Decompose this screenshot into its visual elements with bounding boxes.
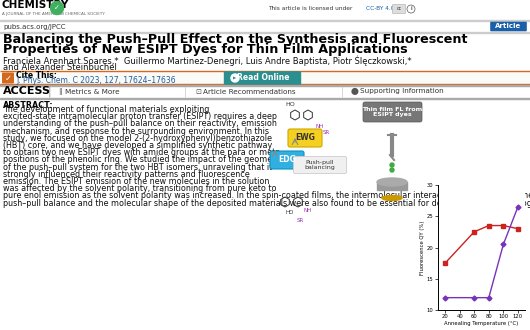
Text: NH: NH (303, 208, 311, 213)
Text: (HBT) core, and we have developed a simplified synthetic pathway: (HBT) core, and we have developed a simp… (3, 141, 272, 150)
FancyBboxPatch shape (2, 73, 14, 83)
Text: ⊡: ⊡ (195, 88, 201, 94)
Text: pure enol emission as the solvent polarity was increased. In the spin-coated fil: pure enol emission as the solvent polari… (3, 191, 530, 200)
Text: study, we focused on the model 2-(2-hydroxyphenyl)benzothiazole: study, we focused on the model 2-(2-hydr… (3, 134, 272, 143)
Text: was affected by the solvent polarity, transitioning from pure keto to: was affected by the solvent polarity, tr… (3, 184, 277, 193)
Text: pubs.acs.org/JPCC: pubs.acs.org/JPCC (3, 23, 66, 29)
Circle shape (50, 2, 64, 15)
Text: |: | (47, 86, 51, 97)
Text: ✓: ✓ (54, 5, 60, 11)
Text: excited-state intramolecular proton transfer (ESIPT) requires a deep: excited-state intramolecular proton tran… (3, 112, 277, 121)
Text: EWG: EWG (295, 134, 315, 143)
Text: emission. The ESIPT emission of the new molecules in the solution: emission. The ESIPT emission of the new … (3, 177, 269, 186)
Text: Supporting Information: Supporting Information (360, 88, 444, 94)
Text: CHEMISTRY: CHEMISTRY (2, 0, 69, 10)
Text: Cite This:: Cite This: (16, 71, 57, 80)
Text: and Alexander Steinbüchel: and Alexander Steinbüchel (3, 63, 117, 73)
Text: i: i (410, 7, 412, 12)
FancyBboxPatch shape (294, 156, 347, 174)
Text: |: | (340, 86, 343, 97)
Text: HO: HO (285, 211, 294, 215)
Ellipse shape (377, 178, 407, 186)
FancyBboxPatch shape (224, 71, 301, 85)
Text: SR: SR (323, 129, 330, 135)
Text: Properties of New ESIPT Dyes for Thin Film Applications: Properties of New ESIPT Dyes for Thin Fi… (3, 44, 408, 56)
Text: push–pull balance and the molecular shape of the deposited materials were also f: push–pull balance and the molecular shap… (3, 199, 530, 208)
FancyBboxPatch shape (270, 151, 304, 169)
Y-axis label: Fluorescence QY (%): Fluorescence QY (%) (420, 220, 426, 275)
Text: strongly influenced their reactivity patterns and fluorescence: strongly influenced their reactivity pat… (3, 170, 250, 179)
Bar (0, 85, 530, 98)
Text: This article is licensed under: This article is licensed under (268, 7, 352, 12)
Text: HO: HO (285, 103, 295, 108)
Bar (0, 98, 530, 330)
Text: Read Online: Read Online (237, 74, 289, 82)
Text: Article Recommendations: Article Recommendations (203, 88, 296, 94)
Text: J. Phys. Chem. C 2023, 127, 17624–17636: J. Phys. Chem. C 2023, 127, 17624–17636 (16, 76, 175, 85)
Text: Metrics & More: Metrics & More (65, 88, 120, 94)
Text: ACCESS: ACCESS (3, 86, 51, 96)
FancyBboxPatch shape (363, 102, 422, 122)
Circle shape (390, 163, 394, 167)
Text: Article: Article (496, 23, 522, 29)
Text: positions of the phenolic ring. We studied the impact of the geometry: positions of the phenolic ring. We studi… (3, 155, 284, 164)
FancyBboxPatch shape (393, 5, 405, 14)
Text: cc: cc (396, 7, 402, 12)
Ellipse shape (382, 195, 402, 201)
Text: NH: NH (316, 123, 324, 128)
Text: mechanism, and response to the surrounding environment. In this: mechanism, and response to the surroundi… (3, 127, 269, 136)
Text: Push-pull
balancing: Push-pull balancing (305, 160, 335, 170)
Text: A JOURNAL OF THE AMERICAN CHEMICAL SOCIETY: A JOURNAL OF THE AMERICAN CHEMICAL SOCIE… (2, 12, 105, 16)
Text: of the push–pull system for the two HBT isomers, unraveling that it: of the push–pull system for the two HBT … (3, 163, 272, 172)
Circle shape (390, 168, 394, 172)
Bar (0, 84, 530, 85)
Text: ✓: ✓ (4, 74, 12, 82)
Bar (377, 182, 407, 190)
Text: ⬤: ⬤ (351, 88, 359, 95)
Text: |: | (183, 86, 187, 97)
Text: ABSTRACT:: ABSTRACT: (3, 101, 54, 110)
Text: ▶: ▶ (233, 76, 236, 80)
X-axis label: Annealing Temperature (°C): Annealing Temperature (°C) (444, 321, 519, 326)
Bar (0, 0, 530, 20)
Text: to obtain two new ESIPT dyes with amide groups at the para or meta: to obtain two new ESIPT dyes with amide … (3, 148, 280, 157)
FancyBboxPatch shape (490, 22, 527, 31)
Text: Balancing the Push–Pull Effect on the Synthesis and Fluorescent: Balancing the Push–Pull Effect on the Sy… (3, 32, 467, 46)
Bar (0, 71, 530, 85)
Circle shape (231, 74, 239, 82)
Text: understanding of the push–pull balance on their reactivity, emission: understanding of the push–pull balance o… (3, 119, 277, 128)
Text: SR: SR (297, 218, 304, 223)
Text: EDG: EDG (278, 155, 296, 164)
FancyBboxPatch shape (288, 129, 322, 147)
Text: CC-BY 4.0: CC-BY 4.0 (366, 7, 394, 12)
Bar (0, 21, 530, 32)
Text: Franciela Arenhart Soares,*  Guillermo Martinez-Denegri, Luis Andre Baptista, Pi: Franciela Arenhart Soares,* Guillermo Ma… (3, 55, 412, 66)
Text: Thin film FL from
ESIPT dyes: Thin film FL from ESIPT dyes (362, 107, 422, 117)
Text: ‖: ‖ (58, 88, 61, 95)
Text: The development of functional materials exploiting: The development of functional materials … (3, 105, 209, 114)
